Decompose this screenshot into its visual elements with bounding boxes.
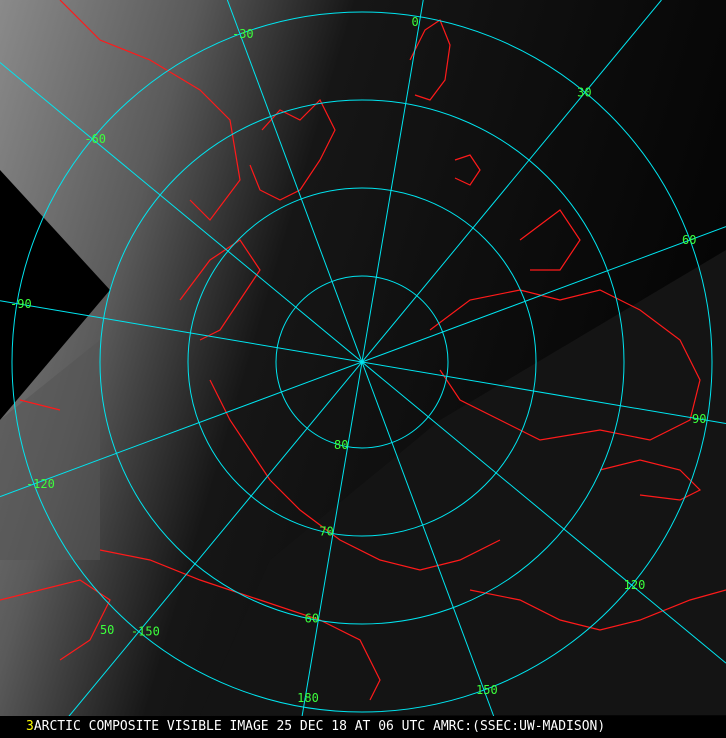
imagery-swath-right bbox=[200, 250, 726, 715]
latitude-circle bbox=[187, 187, 537, 537]
caption-text: ARCTIC COMPOSITE VISIBLE IMAGE 25 DEC 18… bbox=[33, 719, 606, 734]
coastline bbox=[429, 289, 701, 441]
longitude-label: -150 bbox=[131, 625, 160, 639]
meridian-line bbox=[50, 0, 662, 738]
meridian-line bbox=[0, 226, 726, 498]
latitude-circle bbox=[275, 275, 449, 449]
longitude-label: -60 bbox=[84, 132, 106, 146]
imagery-swath-left-lower bbox=[0, 340, 100, 560]
frame-number: 3 bbox=[26, 719, 34, 734]
longitude-label: 180 bbox=[297, 691, 319, 705]
coastline bbox=[249, 98, 336, 201]
coastline bbox=[599, 459, 702, 501]
coastline bbox=[409, 19, 451, 101]
meridian-line bbox=[0, 300, 726, 425]
longitude-label: -120 bbox=[26, 477, 55, 491]
coastline bbox=[19, 399, 61, 411]
longitude-label: 60 bbox=[682, 233, 696, 247]
coastline bbox=[99, 549, 381, 701]
coastline bbox=[209, 379, 501, 571]
meridian-line bbox=[226, 0, 503, 738]
latitude-circle bbox=[99, 99, 625, 625]
latitude-label: 60 bbox=[305, 611, 319, 625]
meridian-line bbox=[297, 0, 424, 738]
image-caption: 3ARCTIC COMPOSITE VISIBLE IMAGE 25 DEC 1… bbox=[0, 716, 726, 738]
coastline bbox=[454, 154, 481, 186]
longitude-label: 150 bbox=[476, 683, 498, 697]
latitude-label: 80 bbox=[334, 438, 348, 452]
coastlines bbox=[0, 0, 726, 701]
longitude-label: -90 bbox=[10, 297, 32, 311]
latitude-label: 70 bbox=[319, 525, 333, 539]
coastline bbox=[179, 239, 261, 341]
latitude-circle bbox=[11, 11, 713, 713]
meridian-line bbox=[0, 62, 726, 664]
coastline bbox=[519, 209, 581, 271]
coastline bbox=[59, 0, 241, 221]
longitude-label: -30 bbox=[232, 27, 254, 41]
coastline bbox=[469, 589, 726, 631]
grid-labels: 80 70 60 50 0 30 60 90 120 150 180 -150 -120 -90 -60 -3… bbox=[10, 15, 706, 705]
longitude-label: 120 bbox=[624, 578, 646, 592]
imagery-swath-left bbox=[0, 170, 110, 420]
coastline bbox=[0, 579, 111, 661]
longitude-label: 0 bbox=[412, 15, 419, 29]
latitude-label: 50 bbox=[100, 623, 114, 637]
longitude-label: 90 bbox=[692, 412, 706, 426]
longitude-label: 30 bbox=[577, 85, 591, 99]
